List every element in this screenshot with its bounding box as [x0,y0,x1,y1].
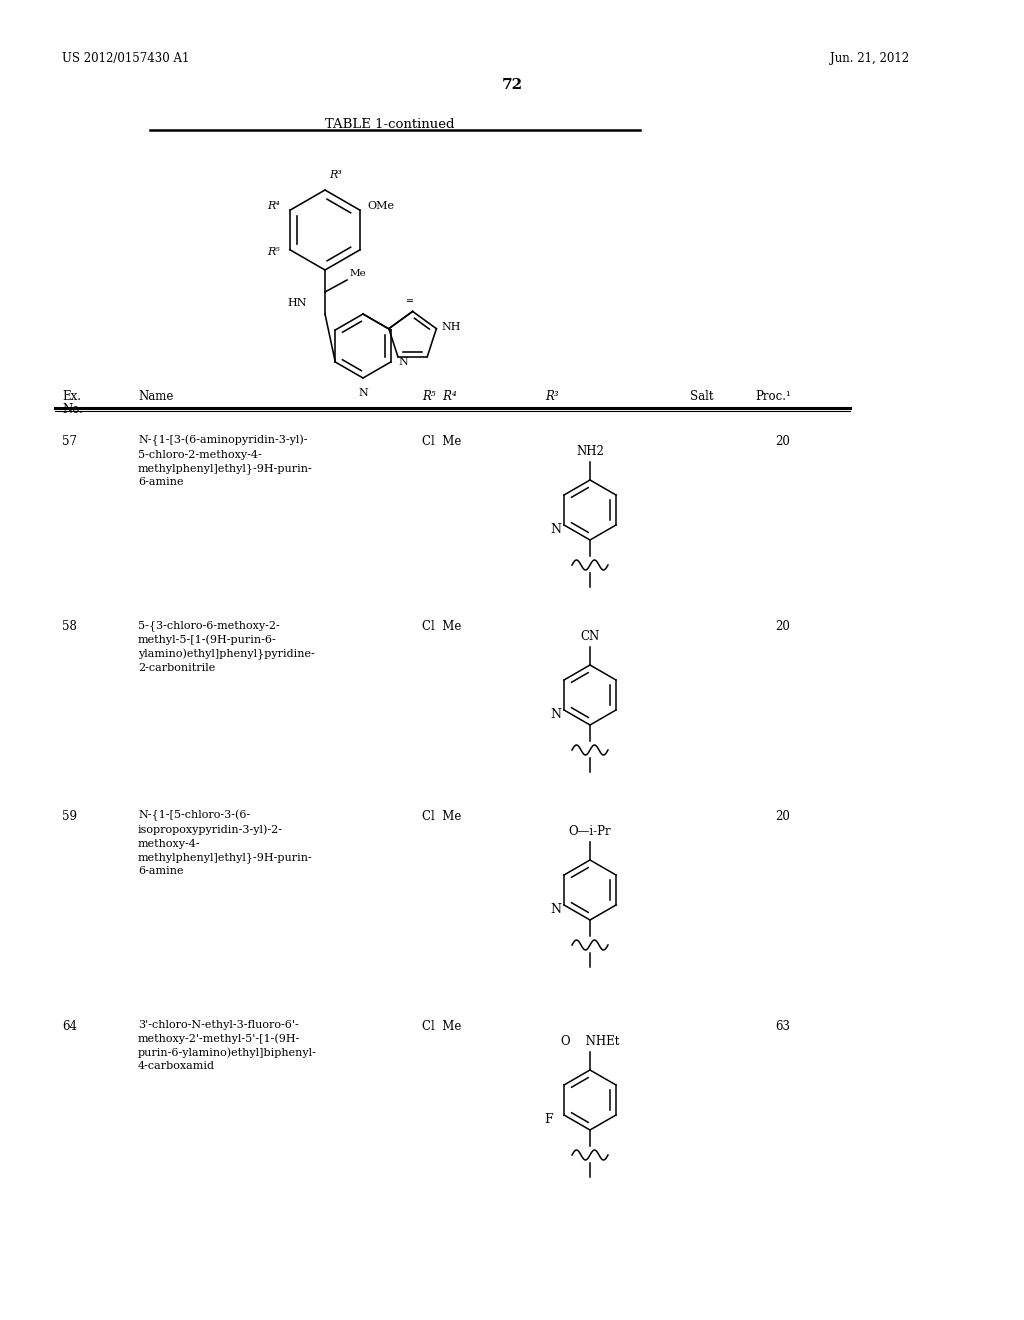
Text: 20: 20 [775,620,790,634]
Text: 59: 59 [62,810,77,822]
Text: HN: HN [288,298,307,308]
Text: Cl  Me: Cl Me [422,436,462,447]
Text: N: N [551,523,562,536]
Text: N: N [358,388,368,399]
Text: 63: 63 [775,1020,790,1034]
Text: N: N [398,356,409,367]
Text: 20: 20 [775,810,790,822]
Text: O    NHEt: O NHEt [561,1035,620,1048]
Text: R³: R³ [545,389,559,403]
Text: NH: NH [441,322,461,331]
Text: 64: 64 [62,1020,77,1034]
Text: 57: 57 [62,436,77,447]
Text: 5-{3-chloro-6-methoxy-2-
methyl-5-[1-(9H-purin-6-
ylamino)ethyl]phenyl}pyridine-: 5-{3-chloro-6-methoxy-2- methyl-5-[1-(9H… [138,620,314,673]
Text: Me: Me [350,269,367,279]
Text: Cl  Me: Cl Me [422,1020,462,1034]
Text: Proc.¹: Proc.¹ [755,389,791,403]
Text: Cl  Me: Cl Me [422,620,462,634]
Text: No.: No. [62,403,83,416]
Text: 72: 72 [502,78,522,92]
Text: O—i-Pr: O—i-Pr [568,825,611,838]
Text: F: F [545,1113,553,1126]
Text: R⁴: R⁴ [267,201,281,211]
Text: NH2: NH2 [577,445,604,458]
Text: OMe: OMe [368,201,394,211]
Text: R⁵: R⁵ [267,247,281,257]
Text: ═: ═ [406,297,412,306]
Text: CN: CN [581,630,600,643]
Text: TABLE 1-continued: TABLE 1-continued [326,117,455,131]
Text: N-{1-[3-(6-aminopyridin-3-yl)-
5-chloro-2-methoxy-4-
methylphenyl]ethyl}-9H-puri: N-{1-[3-(6-aminopyridin-3-yl)- 5-chloro-… [138,436,312,487]
Text: Jun. 21, 2012: Jun. 21, 2012 [830,51,909,65]
Text: 3'-chloro-N-ethyl-3-fluoro-6'-
methoxy-2'-methyl-5'-[1-(9H-
purin-6-ylamino)ethy: 3'-chloro-N-ethyl-3-fluoro-6'- methoxy-2… [138,1020,316,1071]
Text: Salt: Salt [690,389,714,403]
Text: N: N [551,903,562,916]
Text: 58: 58 [62,620,77,634]
Text: Cl  Me: Cl Me [422,810,462,822]
Text: N-{1-[5-chloro-3-(6-
isopropoxypyridin-3-yl)-2-
methoxy-4-
methylphenyl]ethyl}-9: N-{1-[5-chloro-3-(6- isopropoxypyridin-3… [138,810,312,875]
Text: Ex.: Ex. [62,389,81,403]
Text: N: N [551,708,562,721]
Text: R⁵  R⁴: R⁵ R⁴ [422,389,457,403]
Text: R³: R³ [329,170,342,180]
Text: Name: Name [138,389,173,403]
Text: US 2012/0157430 A1: US 2012/0157430 A1 [62,51,189,65]
Text: 20: 20 [775,436,790,447]
